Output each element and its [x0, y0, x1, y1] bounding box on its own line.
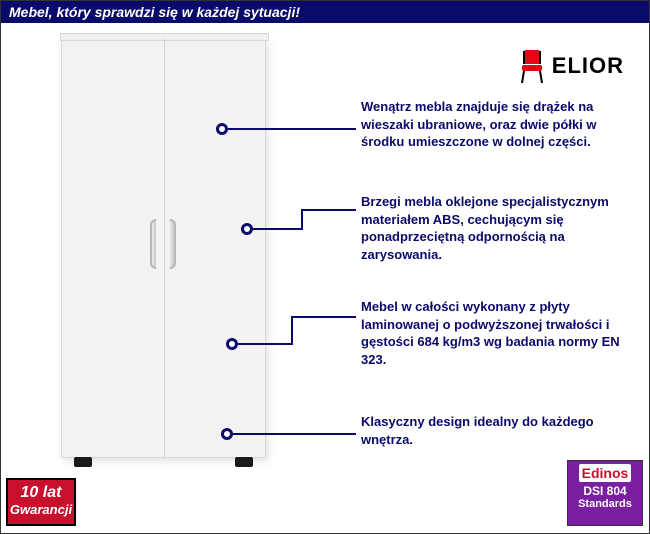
standards-brand: Edinos — [579, 464, 632, 482]
infographic-container: Mebel, który sprawdzi się w każdej sytua… — [0, 0, 650, 534]
brand-logo: ELIOR — [518, 48, 624, 84]
leader-line-3a — [238, 343, 293, 345]
leader-line-2c — [301, 209, 356, 211]
callout-text-3: Mebel w całości wykonany z płyty laminow… — [361, 298, 631, 368]
leader-line-2b — [301, 209, 303, 230]
leader-line-3b — [291, 316, 293, 345]
standards-code: DSI 804 — [570, 485, 640, 498]
callout-marker-2 — [241, 223, 253, 235]
warranty-badge: 10 lat Gwarancji — [6, 478, 76, 526]
callout-text-1: Wenątrz mebla znajduje się drążek na wie… — [361, 98, 631, 151]
standards-label: Standards — [570, 498, 640, 510]
callout-marker-4 — [221, 428, 233, 440]
header-bar: Mebel, który sprawdzi się w każdej sytua… — [1, 1, 649, 23]
leader-line-1 — [228, 128, 356, 130]
leader-line-3c — [291, 316, 356, 318]
product-image — [61, 38, 266, 473]
handle-left — [150, 219, 156, 269]
leader-line-2a — [253, 228, 303, 230]
warranty-years: 10 lat — [8, 484, 74, 502]
door-divider — [164, 39, 165, 457]
callout-text-2: Brzegi mebla oklejone specjalistycznym m… — [361, 193, 631, 263]
callout-marker-1 — [216, 123, 228, 135]
header-title: Mebel, który sprawdzi się w każdej sytua… — [9, 4, 300, 20]
callout-marker-3 — [226, 338, 238, 350]
chair-icon — [518, 48, 546, 84]
foot-left — [74, 457, 92, 467]
foot-right — [235, 457, 253, 467]
wardrobe-top — [60, 33, 269, 41]
callout-text-4: Klasyczny design idealny do każdego wnęt… — [361, 413, 631, 448]
wardrobe-body — [61, 38, 266, 458]
warranty-label: Gwarancji — [8, 502, 74, 517]
brand-name: ELIOR — [552, 53, 624, 79]
leader-line-4 — [233, 433, 356, 435]
content-area: ELIOR Wenątrz mebla znajduje się drążek … — [1, 23, 649, 531]
handle-right — [170, 219, 176, 269]
standards-badge: Edinos DSI 804 Standards — [567, 460, 643, 526]
